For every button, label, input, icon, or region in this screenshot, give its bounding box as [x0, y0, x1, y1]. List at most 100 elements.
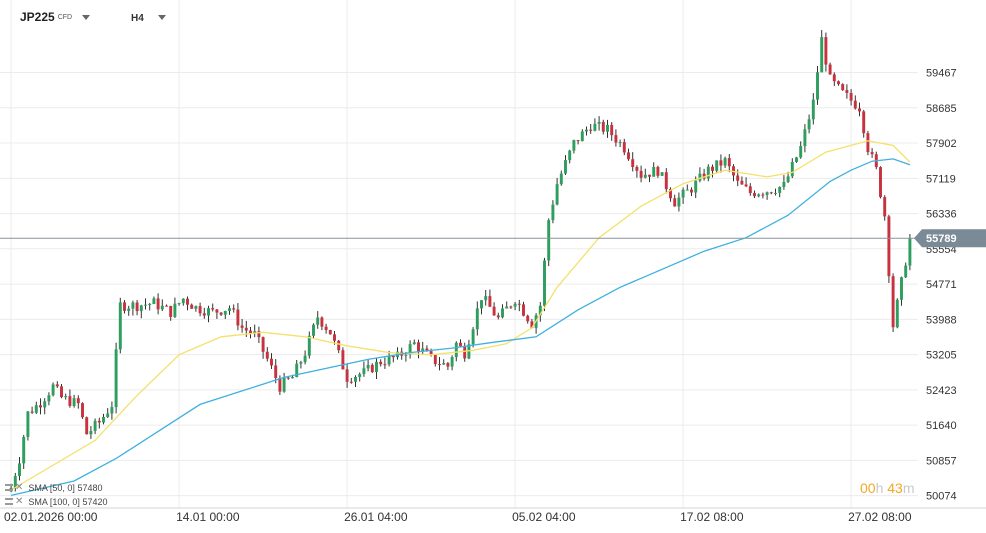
candle-body	[757, 194, 761, 197]
candle-body	[475, 308, 479, 330]
candle-body	[387, 355, 391, 365]
candle-body	[744, 184, 748, 187]
candle-body	[538, 305, 542, 316]
y-tick-label: 51640	[926, 420, 957, 432]
candle-body	[26, 411, 30, 437]
candle-body	[93, 420, 97, 431]
countdown-minutes: 43	[887, 480, 903, 496]
candle-body	[841, 84, 845, 91]
candle-body	[22, 436, 26, 464]
candle-body	[72, 398, 76, 406]
candle-body	[652, 166, 656, 177]
candle-body	[463, 346, 467, 359]
candle-body	[127, 308, 131, 311]
candle-body	[408, 344, 412, 355]
candle-body	[215, 309, 219, 313]
candle-body	[711, 166, 714, 171]
candle-body	[412, 342, 416, 345]
candle-body	[106, 413, 110, 417]
candle-body	[858, 108, 861, 112]
candle-body	[887, 216, 891, 277]
candle-body	[211, 308, 215, 310]
sma-50-line	[10, 140, 911, 491]
candle-body	[228, 308, 231, 311]
candle-body	[253, 331, 257, 334]
timeframe-selector[interactable]: H4	[131, 13, 144, 24]
candle-body	[837, 81, 840, 85]
candle-body	[816, 72, 819, 100]
candle-body	[627, 152, 630, 160]
candle-body	[76, 398, 80, 404]
symbol-dropdown-icon[interactable]	[82, 15, 90, 20]
candle-body	[60, 386, 63, 398]
remove-indicator-icon[interactable]: ✕	[15, 482, 24, 493]
candle-body	[727, 158, 731, 167]
y-tick-label: 52423	[926, 385, 957, 397]
candle-body	[274, 365, 278, 379]
candle-body	[799, 146, 803, 158]
x-tick-label: 26.01 04:00	[344, 510, 408, 524]
x-tick-label: 05.02 04:00	[512, 510, 576, 524]
candle-body	[786, 176, 790, 182]
y-tick-label: 59467	[926, 68, 957, 80]
y-tick-label: 53988	[926, 314, 957, 326]
indicator-settings-icon[interactable]	[5, 498, 13, 505]
legend-sma-50[interactable]: ✕ SMA [50, 0] 57480	[5, 482, 102, 493]
candle-body	[790, 161, 794, 177]
candle-body	[370, 364, 374, 373]
candle-body	[753, 193, 756, 197]
candle-body	[43, 401, 47, 408]
candle-body	[139, 305, 143, 312]
candle-body	[673, 198, 677, 207]
candle-body	[123, 302, 126, 311]
candle-body	[349, 381, 353, 383]
candle-countdown: 00h 43m	[860, 480, 915, 496]
candle-body	[110, 407, 114, 414]
candle-body	[186, 298, 189, 305]
candle-body	[853, 100, 857, 109]
candle-body	[694, 180, 698, 193]
candle-body	[391, 355, 395, 358]
candle-body	[202, 313, 206, 316]
candle-body	[278, 378, 282, 392]
candle-body	[488, 296, 492, 307]
candle-body	[559, 173, 563, 185]
candle-body	[244, 327, 248, 331]
candle-body	[169, 305, 173, 317]
timeframe-dropdown-icon[interactable]	[158, 15, 166, 20]
symbol-selector[interactable]: JP225 CFD	[20, 10, 72, 24]
candle-body	[261, 337, 265, 352]
candle-body	[345, 369, 349, 382]
candle-body	[669, 189, 672, 199]
countdown-hours: 00	[860, 480, 876, 496]
candle-body	[824, 37, 828, 65]
candle-body	[568, 150, 572, 161]
candle-body	[585, 129, 588, 132]
remove-indicator-icon[interactable]: ✕	[15, 496, 24, 507]
indicator-settings-icon[interactable]	[5, 484, 13, 491]
candle-body	[782, 181, 786, 187]
candle-body	[190, 304, 194, 309]
candle-body	[358, 374, 362, 377]
legend-sma-100[interactable]: ✕ SMA [100, 0] 57420	[5, 496, 107, 507]
candle-body	[706, 166, 710, 179]
symbol-suffix: CFD	[57, 14, 73, 21]
candle-body	[257, 331, 261, 338]
candle-body	[375, 361, 378, 373]
candle-body	[580, 131, 584, 142]
candle-body	[513, 303, 517, 307]
candle-body	[610, 124, 614, 136]
candle-body	[429, 351, 433, 355]
candle-body	[690, 189, 693, 193]
candle-body	[828, 64, 832, 75]
candle-body	[471, 329, 475, 345]
candle-body	[576, 140, 580, 142]
candle-body	[312, 324, 315, 336]
candle-body	[13, 476, 17, 488]
candle-body	[660, 172, 664, 176]
candle-body	[316, 317, 320, 325]
y-tick-label: 50074	[926, 491, 957, 503]
candle-body	[156, 298, 160, 310]
